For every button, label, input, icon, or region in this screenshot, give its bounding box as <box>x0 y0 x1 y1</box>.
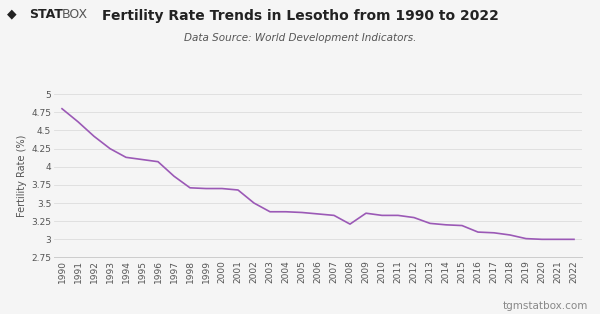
Y-axis label: Fertility Rate (%): Fertility Rate (%) <box>17 135 27 217</box>
Text: BOX: BOX <box>62 8 88 21</box>
Text: STAT: STAT <box>29 8 62 21</box>
Text: Fertility Rate Trends in Lesotho from 1990 to 2022: Fertility Rate Trends in Lesotho from 19… <box>101 9 499 24</box>
Text: Data Source: World Development Indicators.: Data Source: World Development Indicator… <box>184 33 416 43</box>
Text: tgmstatbox.com: tgmstatbox.com <box>503 301 588 311</box>
Text: ◆: ◆ <box>7 8 17 21</box>
